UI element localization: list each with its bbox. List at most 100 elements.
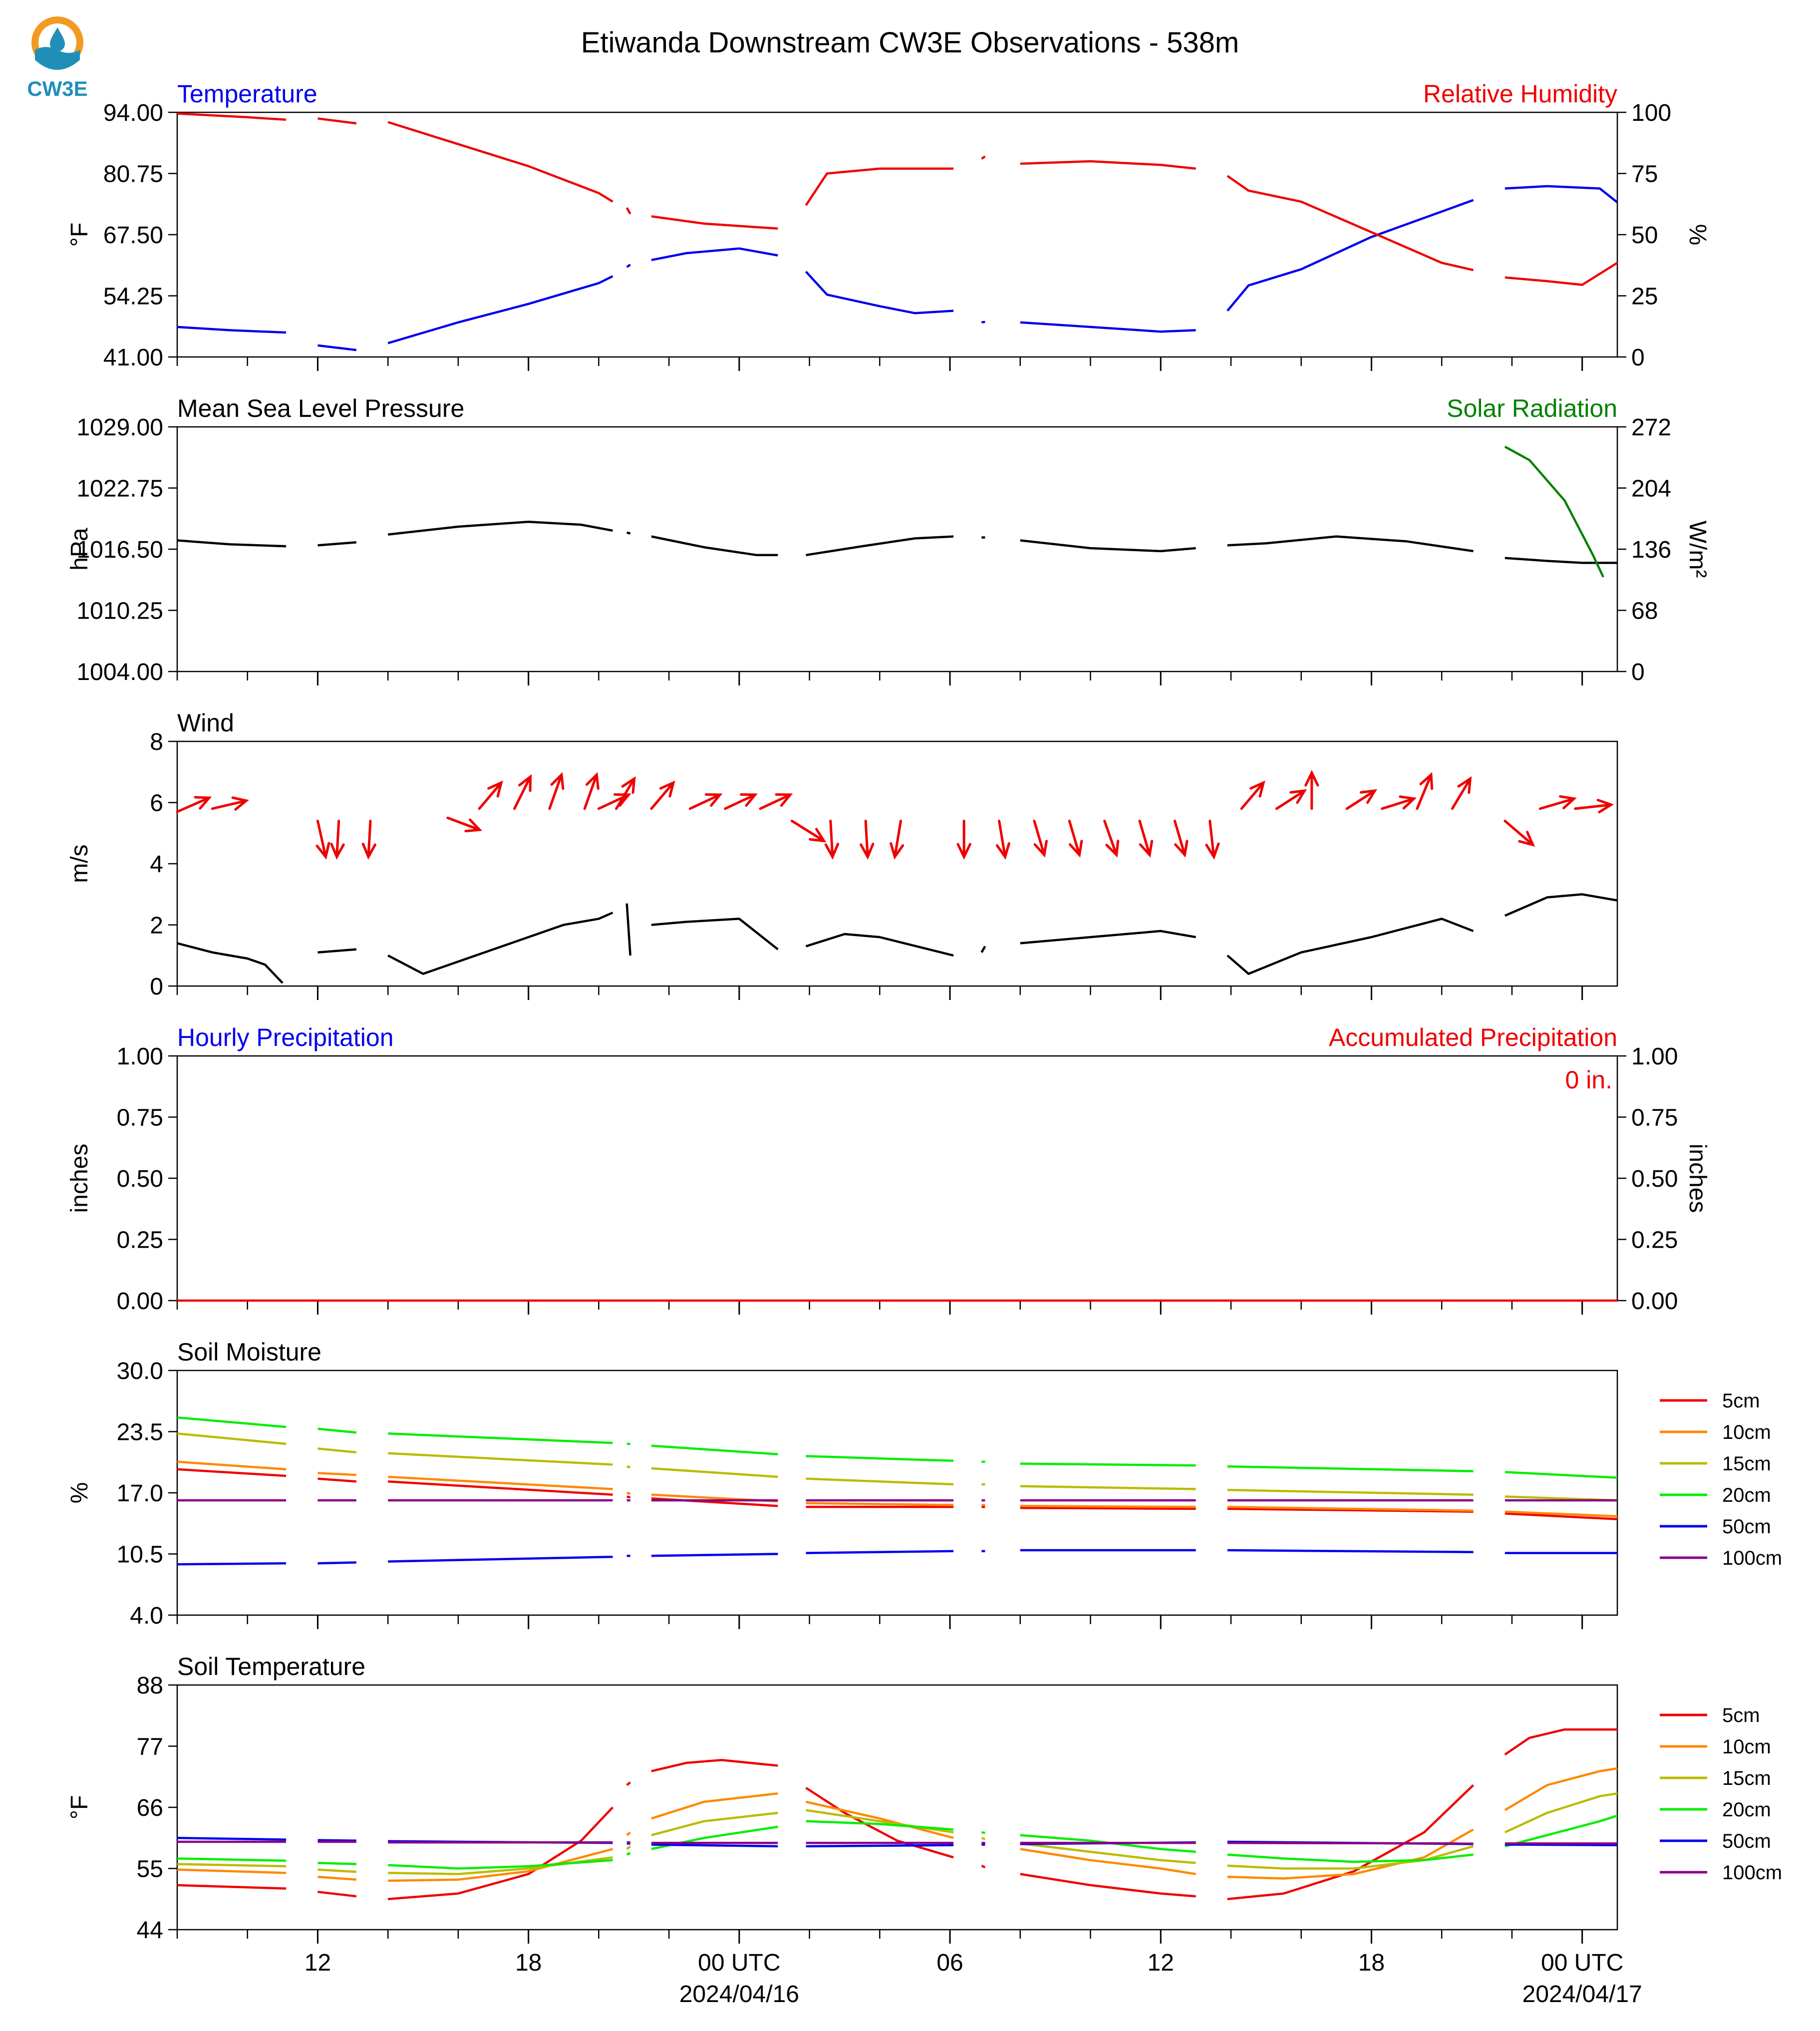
x-date-label: 2024/04/17 bbox=[1522, 1981, 1642, 2008]
series-50cm bbox=[177, 1549, 1617, 1566]
series-line bbox=[388, 1475, 613, 1490]
series-line bbox=[981, 1837, 986, 1840]
y-tick-label-left: 1004.00 bbox=[76, 659, 163, 685]
series-line bbox=[1227, 1489, 1474, 1496]
y-tick-label-left: 0.75 bbox=[117, 1105, 163, 1131]
legend-label: 100cm bbox=[1722, 1862, 1782, 1884]
series-line bbox=[626, 1852, 631, 1856]
series-line bbox=[1020, 1505, 1196, 1508]
panel-precipitation: Hourly Precipitation Accumulated Precipit… bbox=[66, 1023, 1711, 1315]
legend-label: 5cm bbox=[1722, 1704, 1760, 1726]
wind-arrow bbox=[1381, 795, 1417, 810]
series-line bbox=[317, 1868, 357, 1873]
x-tick-label: 12 bbox=[304, 1950, 331, 1976]
legend-label: 50cm bbox=[1722, 1830, 1771, 1852]
series-line bbox=[317, 1839, 356, 1842]
y-tick-label-left: 30.0 bbox=[117, 1358, 163, 1384]
series-right-1 bbox=[1504, 445, 1604, 578]
wind-arrow bbox=[1068, 819, 1083, 858]
legend-label: 100cm bbox=[1722, 1547, 1782, 1569]
series-line bbox=[1505, 1510, 1618, 1518]
plot-frame bbox=[176, 1684, 1618, 1931]
series-line bbox=[177, 1868, 287, 1874]
series-line bbox=[806, 1800, 954, 1839]
y-tick-label-left: 4.0 bbox=[130, 1603, 163, 1629]
series-line bbox=[651, 535, 778, 557]
panel-soil-temperature: Soil Temperature 44 55 66 77 88 °F 12 18 00 UTC 20… bbox=[66, 1653, 1782, 2008]
x-tick-label: 00 UTC bbox=[698, 1950, 780, 1976]
panel-title-left: Temperature bbox=[177, 80, 317, 108]
series-line bbox=[1226, 918, 1474, 975]
series-line bbox=[388, 1432, 613, 1444]
legend-label: 15cm bbox=[1722, 1453, 1771, 1475]
panel-title-right: Accumulated Precipitation bbox=[1329, 1023, 1617, 1051]
y-tick-label-left: 1.00 bbox=[117, 1043, 163, 1070]
series-line bbox=[806, 1477, 954, 1486]
wind-arrow bbox=[1504, 819, 1535, 847]
wind-arrow bbox=[1275, 789, 1307, 810]
series-line bbox=[1226, 175, 1474, 272]
series-line bbox=[388, 1859, 613, 1870]
series-line bbox=[806, 1550, 954, 1554]
panel-title-right: Solar Radiation bbox=[1447, 394, 1617, 422]
series-line bbox=[317, 1427, 357, 1434]
panel-wind: Wind 0 2 4 6 8 m/s bbox=[66, 709, 1618, 1000]
series-line bbox=[1227, 1549, 1474, 1553]
series-line bbox=[626, 1495, 631, 1499]
y-tick-label-left: 67.50 bbox=[103, 222, 163, 249]
series-5cm bbox=[177, 1728, 1617, 1901]
y-axis-label-left: °F bbox=[66, 223, 93, 247]
y-tick-label-right: 136 bbox=[1631, 537, 1671, 563]
series-line bbox=[1020, 1485, 1196, 1490]
series-line bbox=[317, 117, 357, 125]
series-line bbox=[805, 271, 954, 315]
cw3e-logo: CW3E bbox=[27, 16, 88, 100]
series-line bbox=[651, 1467, 778, 1478]
series-20cm bbox=[177, 1814, 1618, 1870]
wind-arrow bbox=[995, 819, 1010, 860]
y-tick-label-left: 54.25 bbox=[103, 284, 163, 310]
series-line bbox=[177, 1863, 287, 1868]
wind-arrow bbox=[1345, 789, 1378, 810]
series-line bbox=[1020, 539, 1196, 553]
y-tick-label-left: 8 bbox=[150, 729, 163, 755]
series-line bbox=[626, 264, 631, 268]
series-line bbox=[387, 121, 613, 203]
wind-arrow bbox=[361, 819, 377, 860]
series-line bbox=[651, 1759, 778, 1772]
series-20cm bbox=[177, 1416, 1618, 1479]
series-15cm bbox=[177, 1432, 1618, 1502]
series-line bbox=[317, 344, 357, 351]
series-line bbox=[1227, 1853, 1474, 1863]
plot-frame bbox=[176, 111, 1618, 358]
series-line bbox=[317, 1447, 357, 1454]
wind-arrow bbox=[1416, 772, 1434, 810]
legend-label: 20cm bbox=[1722, 1799, 1771, 1821]
series-line bbox=[317, 948, 357, 954]
series-line bbox=[1504, 1792, 1618, 1834]
series-line bbox=[1020, 1834, 1196, 1853]
chart-title: Etiwanda Downstream CW3E Observations - … bbox=[581, 26, 1239, 59]
y-axis-label-right: % bbox=[1684, 224, 1711, 246]
panel-soil-moisture: Soil Moisture 4.0 10.5 17.0 23.5 30.0% 5cm 10cm… bbox=[66, 1338, 1782, 1629]
wind-arrow bbox=[615, 776, 636, 810]
x-tick-label: 12 bbox=[1148, 1950, 1174, 1976]
wind-arrow bbox=[478, 780, 503, 810]
series-line bbox=[177, 1837, 287, 1841]
wind-arrow bbox=[1173, 819, 1189, 858]
y-tick-label-left: 6 bbox=[150, 790, 163, 817]
wind-arrow bbox=[759, 793, 793, 810]
panel-title-left: Wind bbox=[177, 709, 234, 737]
wind-arrow bbox=[1538, 795, 1577, 810]
wind-arrow bbox=[890, 819, 905, 860]
series-line bbox=[651, 1811, 778, 1836]
wind-arrow bbox=[548, 772, 565, 810]
series-line bbox=[1504, 893, 1618, 917]
series-line bbox=[1020, 930, 1196, 945]
series-line bbox=[1020, 1842, 1196, 1864]
panel-title-left: Soil Temperature bbox=[177, 1653, 365, 1681]
series-line bbox=[1504, 1767, 1618, 1811]
wind-arrow bbox=[330, 819, 345, 860]
series-line bbox=[388, 1480, 613, 1496]
y-axis-label-left: % bbox=[66, 1482, 93, 1504]
